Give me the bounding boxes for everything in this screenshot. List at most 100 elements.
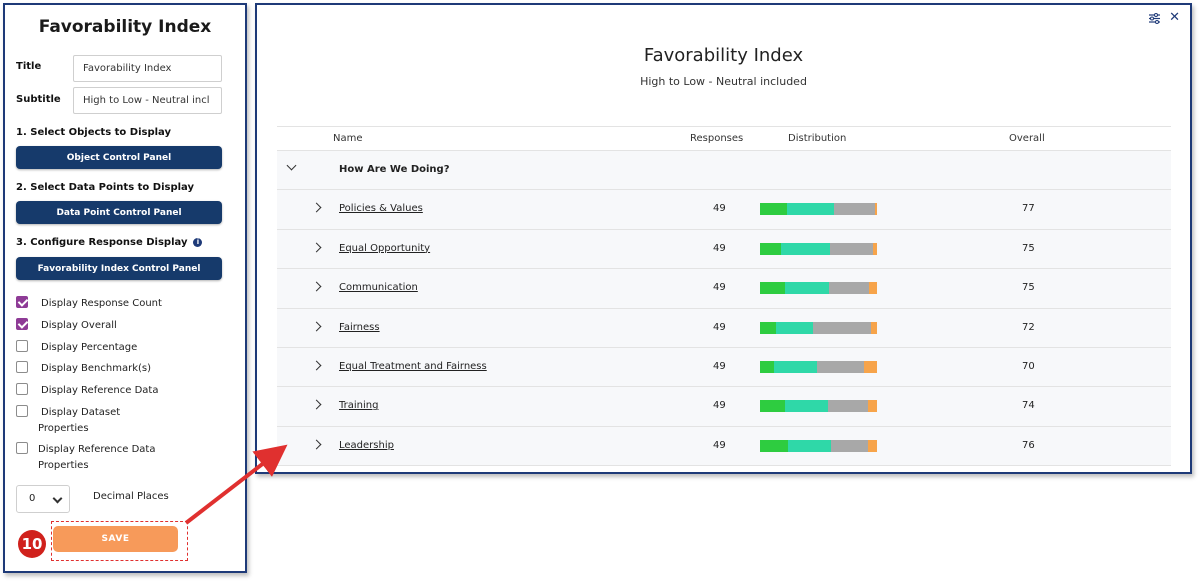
section3-label-text: 3. Configure Response Display — [16, 237, 188, 248]
distribution-segment — [760, 321, 777, 334]
chevron-right-icon[interactable] — [311, 281, 322, 292]
close-icon[interactable]: ✕ — [1169, 10, 1180, 25]
row-name-link[interactable]: Policies & Values — [339, 203, 423, 215]
checkbox[interactable] — [16, 361, 28, 373]
distribution-bar — [760, 360, 877, 373]
table-row[interactable]: Communication 49 75 — [277, 269, 1171, 309]
distribution-segment — [864, 360, 877, 373]
distribution-segment — [786, 203, 834, 216]
object-control-panel-button[interactable]: Object Control Panel — [16, 146, 222, 169]
checkbox[interactable] — [16, 442, 28, 454]
checkbox[interactable] — [16, 340, 28, 352]
step-badge: 10 — [18, 530, 46, 558]
row-name-link[interactable]: Communication — [339, 282, 418, 294]
chevron-down-icon — [52, 493, 63, 504]
section1-label: 1. Select Objects to Display — [16, 127, 171, 138]
table-row[interactable]: Leadership 49 76 — [277, 426, 1171, 467]
section3-label: 3. Configure Response Display i — [16, 237, 203, 248]
favorability-index-control-panel-button[interactable]: Favorability Index Control Panel — [16, 257, 222, 280]
distribution-segment — [830, 242, 874, 255]
chevron-down-icon[interactable] — [286, 160, 297, 171]
chevron-right-icon[interactable] — [311, 202, 322, 213]
checkbox-label: Display Dataset — [41, 407, 121, 418]
decimal-places-select[interactable]: 0 — [16, 485, 70, 513]
decimal-value: 0 — [29, 493, 36, 504]
distribution-bar — [760, 282, 877, 295]
sliders-icon[interactable] — [1149, 13, 1160, 24]
row-name-link[interactable]: Training — [339, 400, 379, 412]
row-name-link[interactable]: Equal Opportunity — [339, 242, 431, 254]
row-responses: 49 — [713, 400, 726, 412]
row-name-link[interactable]: Fairness — [339, 321, 380, 333]
chevron-right-icon[interactable] — [311, 399, 322, 410]
checkbox-label: Display Percentage — [41, 342, 138, 353]
table-row[interactable]: Policies & Values 49 77 — [277, 190, 1171, 230]
row-overall: 75 — [1022, 282, 1035, 294]
table-row[interactable]: Equal Treatment and Fairness 49 70 — [277, 347, 1171, 388]
group-row[interactable]: How Are We Doing? — [277, 151, 1171, 191]
checkbox-label: Display Reference Data — [38, 444, 156, 455]
column-distribution: Distribution — [788, 133, 847, 144]
chart-subtitle: High to Low - Neutral included — [640, 75, 807, 88]
row-responses: 49 — [713, 321, 726, 333]
chevron-right-icon[interactable] — [311, 242, 322, 253]
row-responses: 49 — [713, 242, 726, 254]
save-highlight-box — [51, 521, 188, 561]
checkbox-label: Display Overall — [41, 320, 117, 331]
distribution-segment — [833, 203, 875, 216]
row-name-link[interactable]: Equal Treatment and Fairness — [339, 360, 487, 372]
distribution-segment — [784, 400, 828, 413]
checkbox-label: Display Benchmark(s) — [41, 363, 152, 374]
row-overall: 72 — [1022, 321, 1035, 333]
distribution-segment — [774, 360, 818, 373]
data-point-control-panel-button[interactable]: Data Point Control Panel — [16, 201, 222, 224]
distribution-segment — [817, 360, 865, 373]
distribution-bar — [760, 400, 877, 413]
save-button[interactable]: SAVE — [53, 526, 178, 552]
distribution-segment — [812, 321, 872, 334]
table-row[interactable]: Fairness 49 72 — [277, 308, 1171, 348]
chevron-right-icon[interactable] — [311, 321, 322, 332]
distribution-bar — [760, 321, 877, 334]
table-row[interactable]: Equal Opportunity 49 75 — [277, 229, 1171, 270]
distribution-segment — [829, 282, 869, 295]
info-icon[interactable]: i — [193, 238, 203, 247]
distribution-segment — [874, 203, 877, 216]
decimal-places-label: Decimal Places — [93, 491, 169, 502]
distribution-segment — [784, 282, 830, 295]
row-overall: 76 — [1022, 439, 1035, 451]
checkbox[interactable] — [16, 318, 28, 330]
settings-panel: Favorability Index Title Subtitle 1. Sel… — [3, 3, 247, 573]
distribution-segment — [760, 400, 785, 413]
section2-label: 2. Select Data Points to Display — [16, 182, 194, 193]
checkbox[interactable] — [16, 405, 28, 417]
row-overall: 70 — [1022, 360, 1035, 372]
row-name-link[interactable]: Leadership — [339, 439, 394, 451]
checkbox[interactable] — [16, 383, 28, 395]
chart-panel: ✕ Favorability Index High to Low - Neutr… — [255, 3, 1192, 474]
checkbox[interactable] — [16, 296, 28, 308]
row-responses: 49 — [713, 360, 726, 372]
distribution-segment — [760, 282, 785, 295]
distribution-segment — [760, 242, 782, 255]
distribution-segment — [871, 321, 877, 334]
distribution-segment — [788, 439, 832, 452]
chevron-right-icon[interactable] — [311, 360, 322, 371]
chart-title: Favorability Index — [643, 45, 804, 66]
row-responses: 49 — [713, 439, 726, 451]
row-responses: 49 — [713, 203, 726, 215]
distribution-segment — [873, 242, 877, 255]
row-overall: 75 — [1022, 242, 1035, 254]
checkbox-label-line2: Properties — [38, 423, 89, 434]
subtitle-label: Subtitle — [16, 94, 61, 105]
checkbox-label: Display Reference Data — [41, 385, 159, 396]
subtitle-input[interactable] — [73, 87, 222, 114]
row-responses: 49 — [713, 282, 726, 294]
title-label: Title — [16, 61, 42, 72]
chevron-right-icon[interactable] — [311, 439, 322, 450]
distribution-segment — [827, 400, 868, 413]
table-row[interactable]: Training 49 74 — [277, 387, 1171, 427]
row-overall: 77 — [1022, 203, 1035, 215]
title-input[interactable] — [73, 55, 222, 82]
distribution-segment — [781, 242, 831, 255]
